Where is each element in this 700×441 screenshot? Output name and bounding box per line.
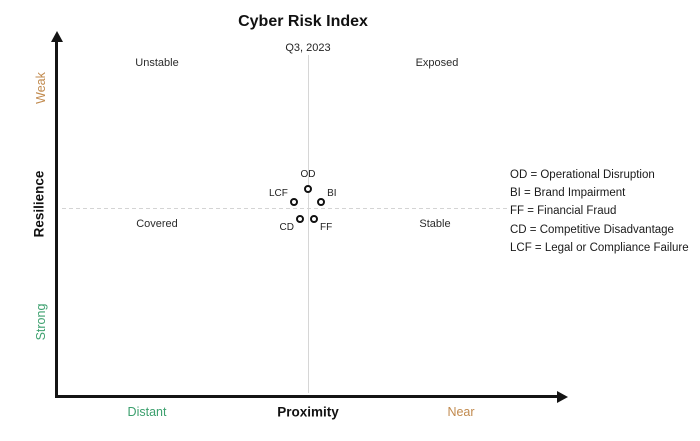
data-point-lcf [289, 197, 298, 206]
horizontal-center-gridline [62, 208, 507, 209]
data-point-ff [310, 214, 319, 223]
x-axis-low-label: Distant [127, 405, 167, 419]
data-point-cd [295, 214, 304, 223]
data-point-label-bi: BI [327, 187, 337, 199]
quadrant-label-top-right: Exposed [415, 57, 459, 69]
data-point-label-od: OD [300, 168, 316, 180]
x-axis-line [55, 395, 558, 398]
x-axis-arrowhead-icon [557, 390, 568, 403]
quadrant-label-bottom-right: Stable [419, 218, 451, 230]
data-point-label-cd: CD [279, 221, 294, 233]
legend-item: OD = Operational Disruption [510, 169, 655, 181]
x-axis-title: Proximity [277, 404, 339, 420]
data-point-od [304, 184, 312, 193]
legend-item: LCF = Legal or Compliance Failure [510, 241, 689, 254]
y-axis-title: Resilience [31, 170, 47, 238]
y-axis-line [55, 40, 58, 398]
legend: OD = Operational Disruption BI = Brand Im… [510, 166, 689, 257]
legend-item: FF = Financial Fraud [510, 205, 617, 218]
vertical-center-gridline [308, 55, 309, 393]
legend-item: BI = Brand Impairment [510, 187, 626, 200]
y-axis-arrowhead-icon [51, 31, 63, 42]
chart-title: Cyber Risk Index [238, 13, 368, 30]
chart-subtitle: Q3, 2023 [285, 42, 331, 54]
quadrant-label-bottom-left: Covered [136, 218, 178, 230]
data-point-bi [317, 197, 326, 206]
data-point-label-ff: FF [320, 221, 333, 233]
quadrant-label-top-left: Unstable [135, 57, 179, 69]
legend-item: CD = Competitive Disadvantage [510, 223, 674, 236]
y-axis-low-label: Strong [34, 303, 48, 341]
data-point-label-lcf: LCF [268, 187, 288, 199]
x-axis-high-label: Near [447, 405, 475, 419]
y-axis-high-label: Weak [34, 72, 48, 104]
